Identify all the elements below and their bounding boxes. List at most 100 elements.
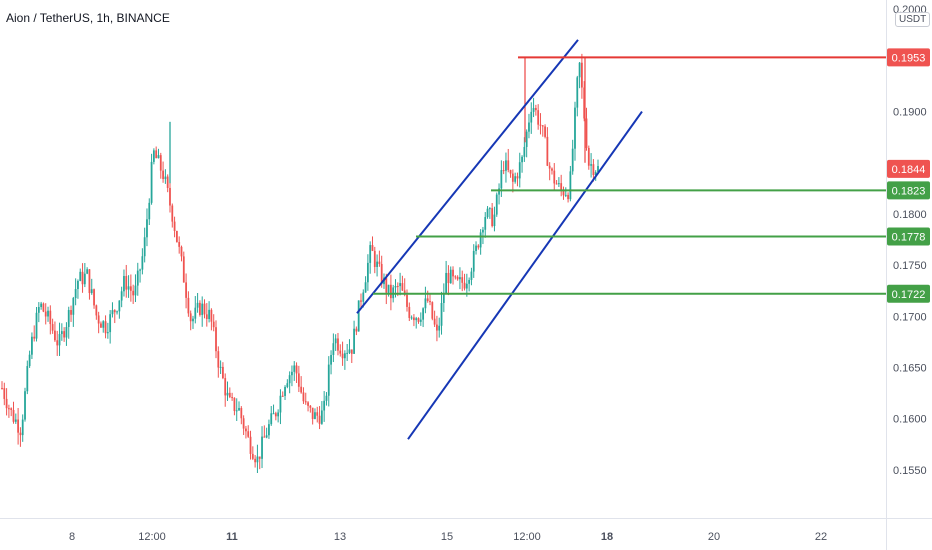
candle-body	[65, 326, 68, 338]
candle-body	[311, 407, 314, 419]
candle-body	[426, 298, 429, 301]
candle-body	[125, 276, 128, 290]
candle-body	[307, 402, 309, 406]
candle-body	[541, 125, 544, 127]
candle	[224, 373, 227, 407]
candle	[1, 381, 3, 390]
candle	[445, 260, 448, 295]
candle-body	[79, 271, 82, 281]
candle-body	[553, 170, 556, 184]
candle-body	[164, 176, 167, 180]
candle	[180, 245, 183, 262]
candle	[238, 401, 240, 411]
candle-body	[484, 217, 487, 230]
candle-body	[360, 300, 362, 302]
candle-body	[224, 378, 227, 396]
candle	[546, 127, 549, 167]
time-tick-label: 11	[226, 531, 238, 543]
candle	[500, 160, 503, 197]
candle	[564, 187, 567, 198]
candle-body	[511, 173, 514, 182]
candle	[228, 387, 231, 399]
candle	[166, 174, 169, 193]
candle	[518, 152, 521, 188]
candle	[242, 415, 245, 435]
candle	[511, 169, 514, 193]
candle-body	[445, 272, 448, 295]
currency-badge[interactable]: USDT	[895, 12, 931, 27]
candle-body	[146, 219, 148, 238]
candle	[155, 146, 158, 159]
price-tick-label: 0.1550	[893, 465, 927, 477]
candle-body	[424, 298, 427, 309]
candle-body	[475, 245, 477, 251]
candle-body	[332, 343, 335, 355]
candle	[86, 267, 89, 275]
candle	[574, 101, 576, 161]
candle	[309, 404, 312, 413]
candle	[431, 301, 434, 321]
candle	[42, 302, 45, 313]
candle-body	[272, 413, 275, 415]
candle-body	[309, 405, 312, 408]
candle	[286, 379, 289, 389]
candle	[318, 406, 321, 430]
candle-body	[159, 155, 162, 171]
candle	[302, 387, 305, 404]
candle	[258, 456, 261, 470]
candle	[113, 309, 116, 324]
candle-body	[355, 328, 358, 332]
candle	[222, 362, 224, 380]
candle-body	[583, 87, 586, 119]
candle-body	[95, 305, 98, 316]
candle	[436, 315, 438, 342]
candle	[348, 339, 351, 355]
candle	[171, 203, 174, 228]
candle	[261, 426, 263, 469]
candle	[77, 279, 79, 299]
candle	[360, 293, 362, 310]
candle	[251, 446, 254, 461]
candle-body	[505, 160, 507, 171]
candle-body	[323, 400, 326, 411]
candle	[256, 444, 259, 473]
candle-body	[371, 245, 374, 251]
candle	[539, 113, 542, 135]
candle-body	[166, 176, 169, 188]
candle	[438, 317, 441, 338]
candle	[104, 315, 107, 339]
candle	[528, 113, 530, 139]
level-label-text: 0.1722	[892, 289, 926, 301]
candle	[320, 401, 323, 425]
candle	[249, 430, 252, 460]
price-tick-label: 0.1650	[893, 363, 927, 375]
candle	[182, 251, 185, 283]
candle-body	[155, 150, 158, 159]
candle-body	[162, 170, 164, 180]
candle-body	[564, 194, 567, 196]
candle	[152, 148, 155, 165]
candle	[100, 321, 102, 328]
candle-body	[123, 276, 125, 292]
candle	[364, 276, 367, 293]
candle-body	[509, 170, 512, 174]
candle-body	[498, 188, 500, 195]
candle-body	[442, 294, 445, 304]
candle	[587, 145, 590, 170]
candle-body	[251, 453, 254, 459]
candle-body	[369, 245, 372, 263]
candle	[127, 275, 130, 298]
candle	[279, 389, 282, 425]
candle-body	[208, 309, 211, 320]
candle-body	[557, 183, 560, 185]
candle	[541, 125, 544, 137]
candle-body	[587, 147, 590, 166]
candle	[387, 284, 390, 297]
candle-body	[51, 324, 54, 331]
candle-body	[192, 318, 194, 322]
last-price-label: 0.1844	[892, 164, 926, 176]
candle	[106, 322, 109, 339]
candle-body	[456, 276, 459, 280]
candle-body	[525, 131, 528, 147]
